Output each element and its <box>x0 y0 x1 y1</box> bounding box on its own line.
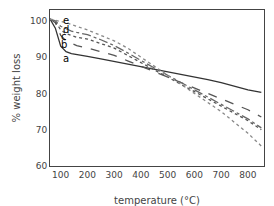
svg-text:200: 200 <box>79 170 96 180</box>
svg-text:d: d <box>63 24 69 35</box>
svg-text:c: c <box>61 31 67 42</box>
svg-text:b: b <box>61 39 67 50</box>
svg-text:800: 800 <box>239 170 256 180</box>
svg-text:80: 80 <box>36 89 48 99</box>
svg-text:60: 60 <box>36 161 48 171</box>
svg-text:300: 300 <box>106 170 123 180</box>
svg-text:600: 600 <box>186 170 203 180</box>
svg-text:400: 400 <box>132 170 149 180</box>
svg-text:% weight loss: % weight loss <box>11 54 22 123</box>
svg-text:70: 70 <box>36 125 48 135</box>
svg-text:100: 100 <box>30 16 47 26</box>
svg-text:90: 90 <box>36 52 48 62</box>
svg-text:temperature (°C): temperature (°C) <box>114 195 200 206</box>
svg-text:500: 500 <box>159 170 176 180</box>
svg-text:100: 100 <box>52 170 69 180</box>
svg-text:700: 700 <box>213 170 230 180</box>
svg-text:a: a <box>63 53 69 64</box>
svg-text:e: e <box>63 15 69 26</box>
